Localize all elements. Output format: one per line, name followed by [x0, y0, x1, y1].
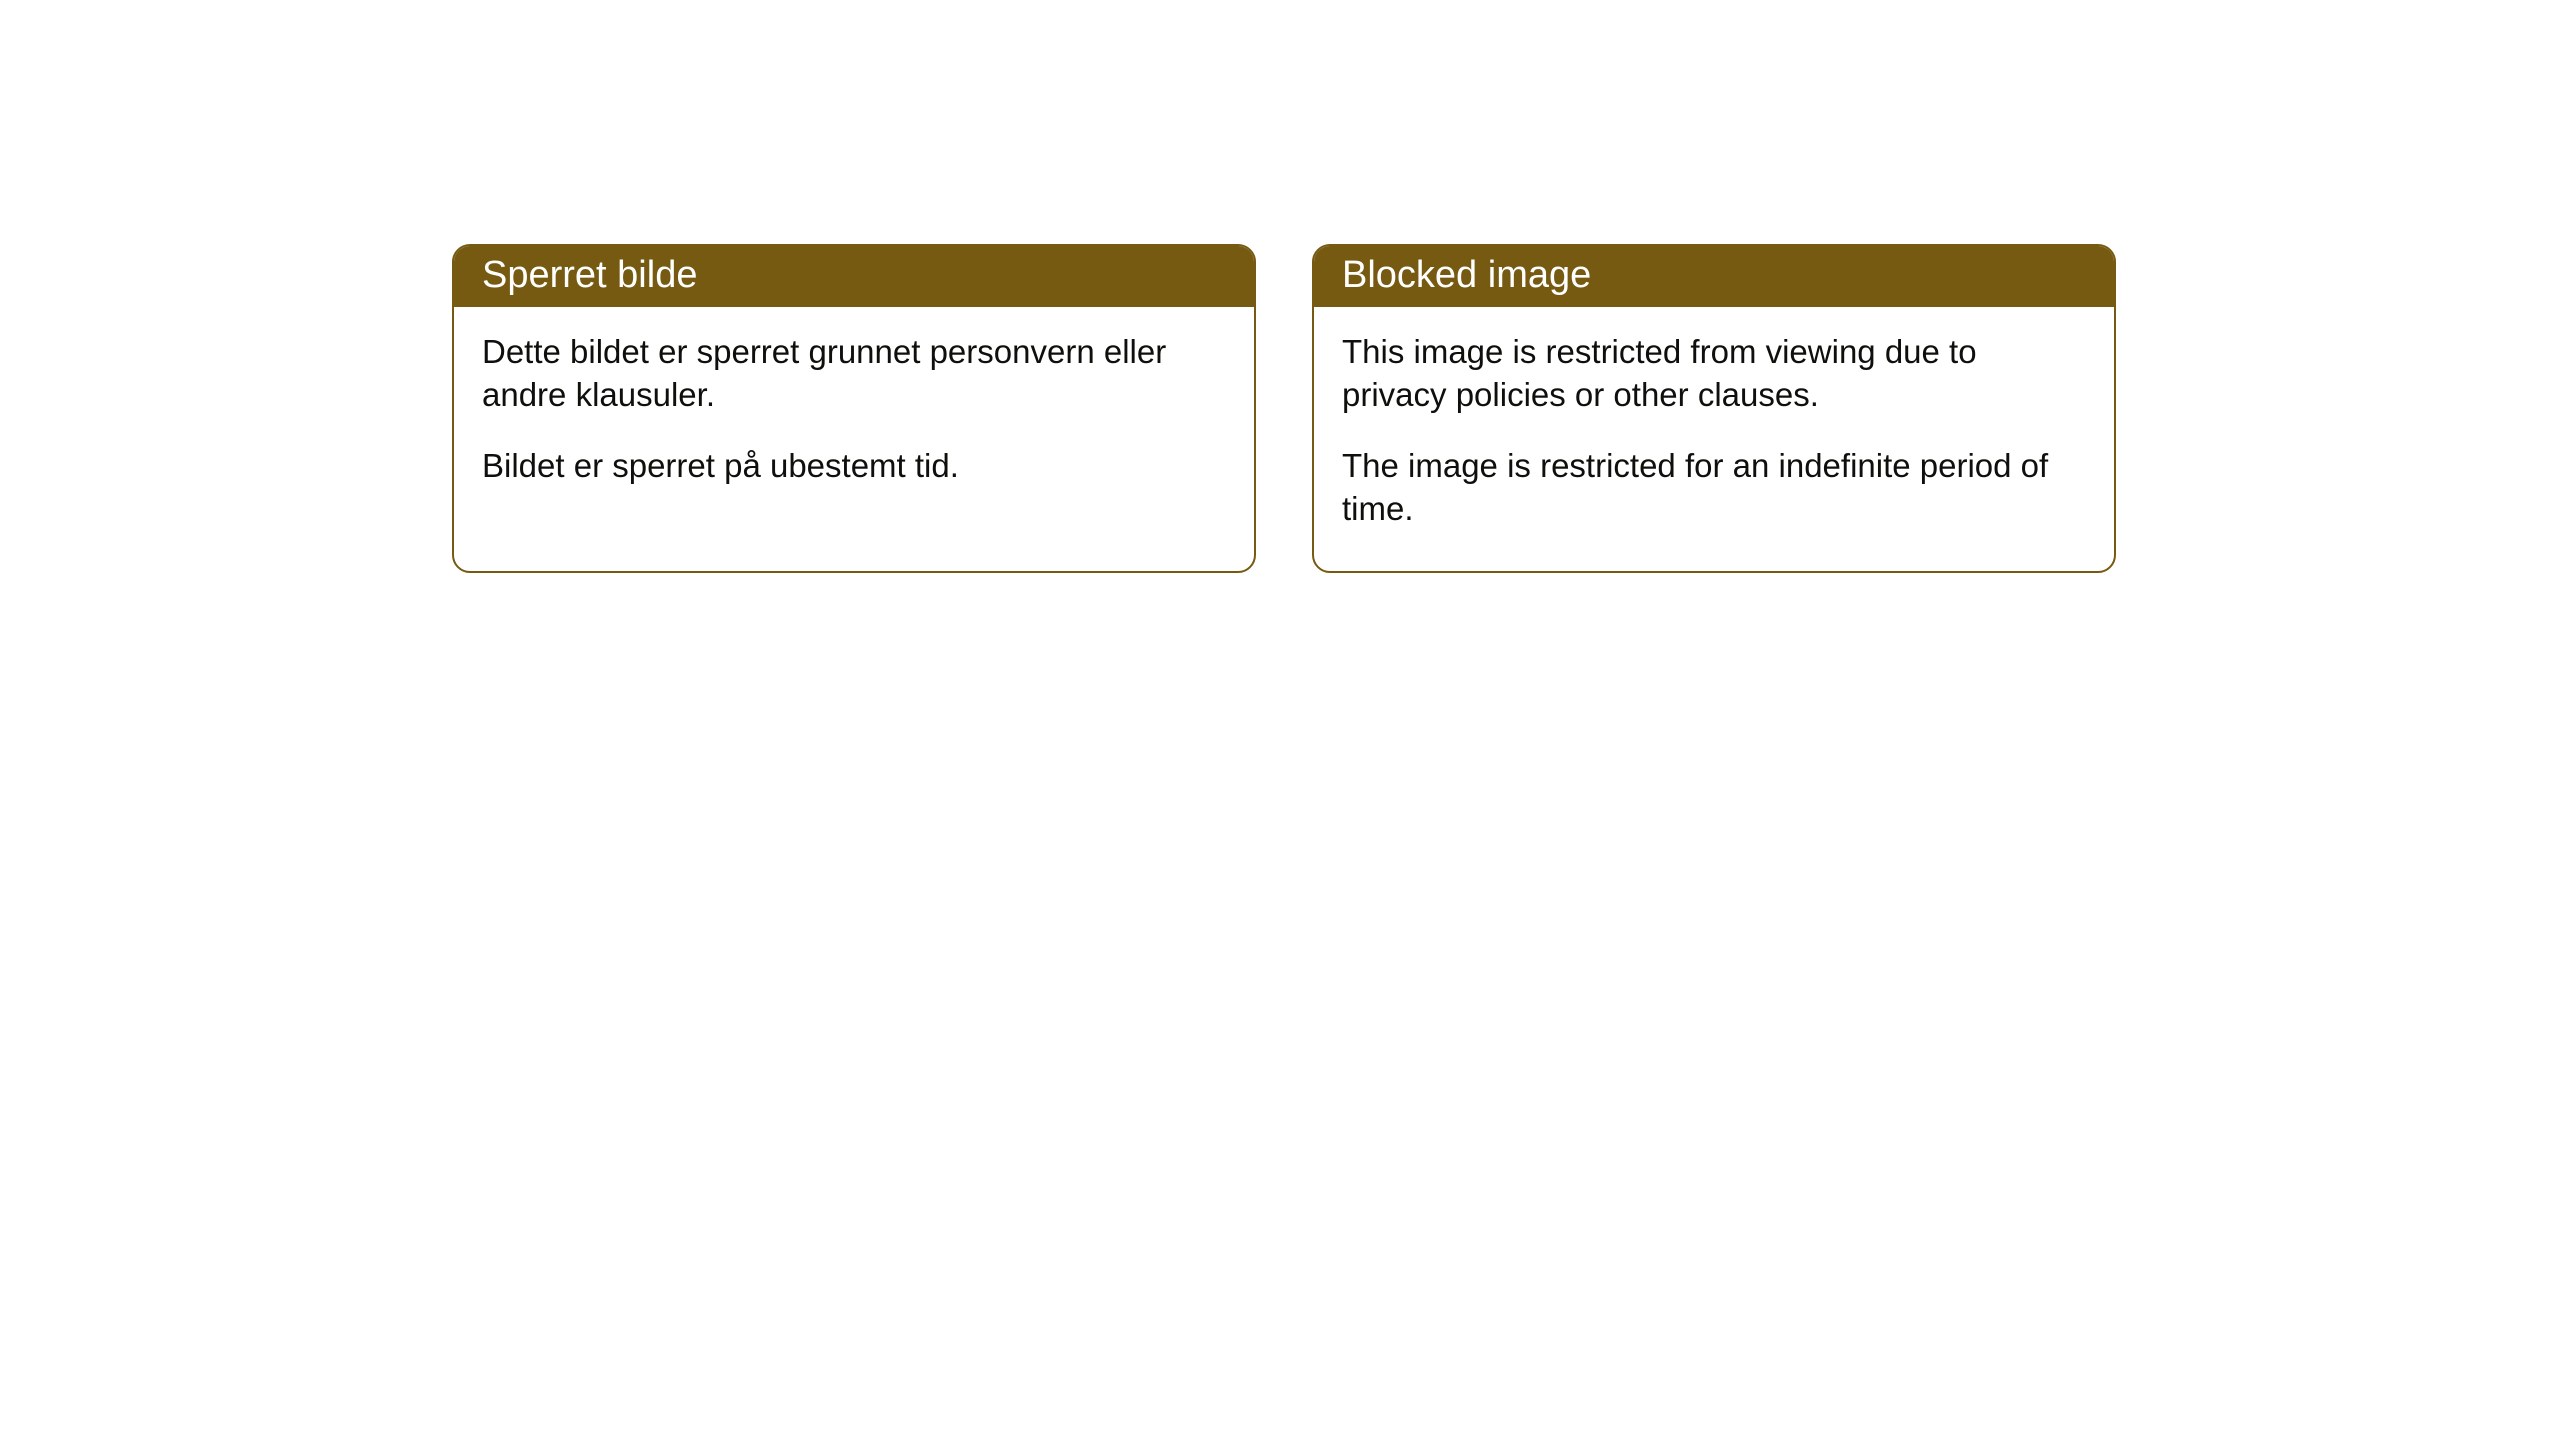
cards-container: Sperret bilde Dette bildet er sperret gr… [0, 0, 2560, 573]
card-paragraph-2-no: Bildet er sperret på ubestemt tid. [482, 445, 1226, 488]
card-header-no: Sperret bilde [454, 246, 1254, 307]
card-paragraph-1-no: Dette bildet er sperret grunnet personve… [482, 331, 1226, 417]
card-body-en: This image is restricted from viewing du… [1314, 307, 2114, 571]
blocked-image-card-no: Sperret bilde Dette bildet er sperret gr… [452, 244, 1256, 573]
card-body-no: Dette bildet er sperret grunnet personve… [454, 307, 1254, 528]
card-paragraph-1-en: This image is restricted from viewing du… [1342, 331, 2086, 417]
card-paragraph-2-en: The image is restricted for an indefinit… [1342, 445, 2086, 531]
card-header-en: Blocked image [1314, 246, 2114, 307]
blocked-image-card-en: Blocked image This image is restricted f… [1312, 244, 2116, 573]
